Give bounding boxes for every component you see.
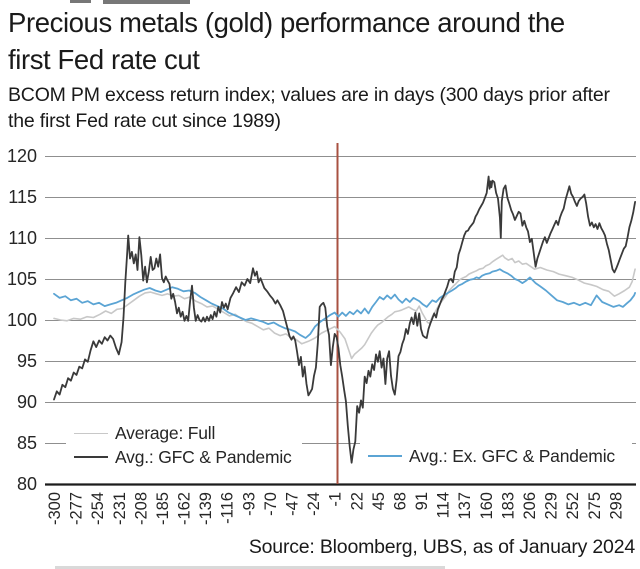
series-line-full	[53, 254, 636, 360]
x-tick-label-252: 252	[564, 492, 582, 520]
x-tick-label-45: 45	[370, 492, 388, 510]
x-tick-label--185: -185	[154, 492, 172, 525]
x-tick-label-183: 183	[499, 492, 517, 520]
x-tick-label-114: 114	[435, 492, 453, 518]
chart-title: Precious metals (gold) performance aroun…	[8, 4, 565, 78]
y-tick-label-95: 95	[17, 351, 37, 371]
x-tick-label-137: 137	[456, 492, 474, 520]
cropped-content-fragment	[55, 566, 445, 569]
x-tick-label--70: -70	[262, 492, 280, 516]
x-tick-label--208: -208	[132, 492, 150, 525]
average-full-line-swatch	[74, 432, 108, 434]
series-line-ex_gfc	[53, 268, 636, 339]
gfc-pandemic-line-swatch	[74, 456, 108, 458]
cropped-content-fragment	[103, 0, 190, 4]
legend-right: Avg.: Ex. GFC & Pandemic	[360, 443, 632, 469]
y-tick-label-120: 120	[7, 146, 37, 166]
y-tick-label-100: 100	[7, 310, 37, 330]
x-tick-label--116: -116	[219, 492, 237, 524]
legend-label-ex-gfc-pandemic: Avg.: Ex. GFC & Pandemic	[409, 445, 615, 466]
y-tick-label-110: 110	[8, 228, 37, 248]
x-tick-label-229: 229	[543, 492, 561, 520]
x-tick-label-275: 275	[586, 492, 604, 520]
y-tick-label-80: 80	[17, 474, 37, 494]
x-tick-label--93: -93	[240, 492, 258, 516]
x-tick-label-206: 206	[521, 492, 539, 520]
chart-title-line2: first Fed rate cut	[8, 44, 200, 75]
x-tick-label--277: -277	[68, 492, 86, 525]
ex-gfc-pandemic-line-swatch	[368, 455, 402, 457]
source-attribution: Source: Bloomberg, UBS, as of January 20…	[248, 536, 635, 558]
x-tick-label-160: 160	[478, 492, 496, 520]
legend-item-average-full: Average: Full	[66, 421, 302, 445]
x-tick-label--47: -47	[283, 492, 301, 516]
x-tick-label--24: -24	[305, 492, 323, 516]
y-tick-label-105: 105	[7, 269, 37, 289]
legend-label-average-full: Average: Full	[115, 422, 216, 443]
x-tick-label--231: -231	[111, 492, 129, 525]
x-tick-label--300: -300	[46, 492, 64, 525]
x-tick-label--254: -254	[89, 492, 107, 525]
chart-subtitle-line1: BCOM PM excess return index; values are …	[8, 84, 610, 106]
y-tick-label-90: 90	[17, 392, 37, 412]
chart-title-line1: Precious metals (gold) performance aroun…	[8, 7, 565, 38]
series-line-gfc	[53, 175, 636, 464]
chart-subtitle: BCOM PM excess return index; values are …	[8, 83, 610, 134]
x-tick-label-91: 91	[413, 492, 431, 510]
x-tick-label-22: 22	[348, 492, 366, 510]
chart-subtitle-line2: the first Fed rate cut since 1989)	[8, 109, 281, 132]
y-tick-label-115: 115	[8, 187, 37, 207]
legend-item-ex-gfc-pandemic: Avg.: Ex. GFC & Pandemic	[360, 444, 632, 468]
x-tick-label--162: -162	[176, 492, 194, 525]
y-tick-label-85: 85	[17, 433, 37, 453]
legend-label-gfc-pandemic: Avg.: GFC & Pandemic	[115, 446, 292, 467]
x-tick-label--1: -1	[327, 492, 345, 507]
x-tick-label--139: -139	[197, 492, 215, 525]
x-tick-label-68: 68	[391, 492, 409, 510]
legend-item-gfc-pandemic: Avg.: GFC & Pandemic	[66, 445, 302, 469]
x-tick-label-298: 298	[607, 492, 625, 520]
legend-left: Average: Full Avg.: GFC & Pandemic	[66, 420, 302, 470]
cropped-content-fragment	[70, 0, 91, 3]
